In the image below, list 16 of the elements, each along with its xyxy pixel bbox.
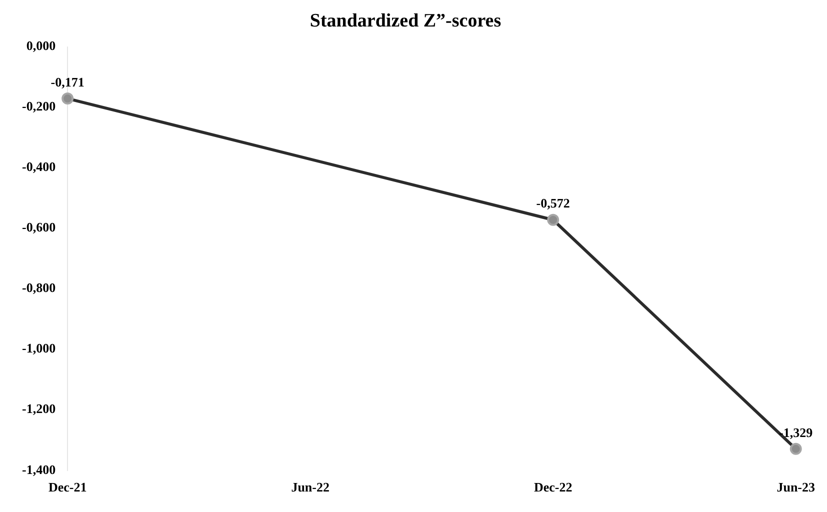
x-tick-label: Dec-21 (48, 480, 87, 495)
y-tick-label: -1,200 (22, 401, 56, 416)
y-tick-label: -0,800 (22, 280, 56, 296)
y-tick-label: -0,600 (22, 220, 56, 235)
y-tick-label: -1,000 (22, 340, 56, 356)
y-tick-label: -0,400 (22, 159, 56, 174)
x-tick-label: Jun-22 (291, 480, 330, 495)
y-tick-label: -0,200 (22, 98, 56, 114)
x-tick-label: Dec-22 (534, 480, 572, 495)
data-label: -1,329 (779, 424, 814, 440)
chart-title: Standardized Z”-scores (310, 10, 502, 32)
x-tick-label: Jun-23 (776, 480, 816, 495)
y-tick-label: -1,400 (22, 462, 56, 477)
data-label: -0,572 (536, 196, 570, 211)
data-label: -0,171 (50, 74, 84, 90)
y-tick-label: 0,000 (26, 38, 56, 54)
